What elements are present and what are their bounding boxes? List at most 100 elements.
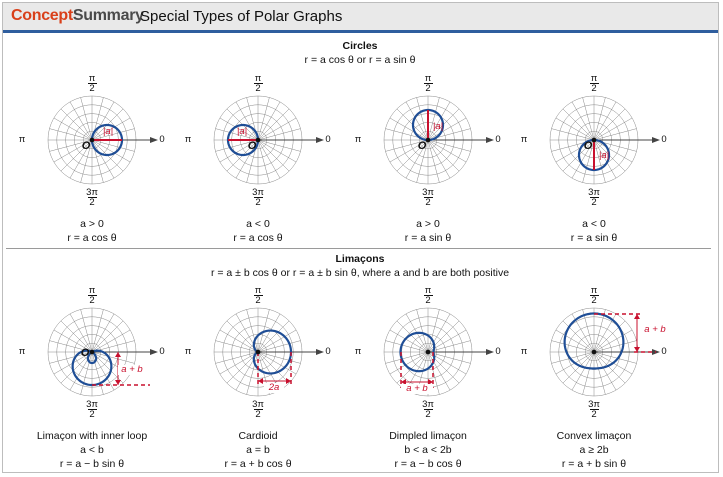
polar-graph bbox=[213, 95, 324, 185]
pole-dot bbox=[89, 349, 95, 355]
grid-spoke bbox=[582, 97, 595, 141]
grid-spoke bbox=[571, 139, 595, 179]
limacons-formula: r = a ± b cos θ or r = a ± b sin θ, wher… bbox=[210, 267, 510, 279]
radius-label: |a| bbox=[432, 121, 444, 132]
circle-4-label-3pi-over-2: 3π 2 bbox=[588, 187, 600, 208]
limacon-name: Dimpled limaçon bbox=[389, 430, 467, 442]
limacon-equation: r = a − b cos θ bbox=[394, 458, 462, 470]
limacon-2-label-zero: 0 bbox=[325, 346, 331, 357]
grid-spoke bbox=[571, 101, 595, 141]
radius-label: |a| bbox=[102, 126, 114, 137]
circle-3-label-origin: O bbox=[417, 140, 427, 152]
limacon-1-label-zero: 0 bbox=[159, 346, 165, 357]
circle-1-label-origin: O bbox=[81, 140, 91, 152]
grid-spoke bbox=[427, 139, 471, 152]
grid-spoke bbox=[246, 351, 259, 395]
pole-dot bbox=[255, 349, 261, 355]
dimension-label: 2a bbox=[264, 383, 284, 393]
axis-arrowhead bbox=[316, 137, 324, 143]
grid-spoke bbox=[593, 351, 626, 384]
limacon-name: Limaçon with inner loop bbox=[36, 430, 148, 442]
polar-graph bbox=[549, 307, 660, 397]
grid-spoke bbox=[91, 139, 131, 163]
grid-spoke bbox=[427, 313, 451, 353]
grid-spoke bbox=[49, 351, 93, 364]
grid-spoke bbox=[91, 320, 124, 353]
pole-dot bbox=[591, 137, 597, 143]
limacon-condition: a ≥ 2b bbox=[579, 444, 609, 456]
grid-spoke bbox=[385, 351, 429, 364]
grid-spoke bbox=[396, 320, 429, 353]
grid-spoke bbox=[257, 351, 301, 364]
grid-spoke bbox=[582, 139, 595, 183]
grid-spoke bbox=[246, 309, 259, 353]
grid-spoke bbox=[257, 97, 270, 141]
grid-spoke bbox=[416, 309, 429, 353]
grid-spoke bbox=[215, 351, 259, 364]
limacon-1-label-3pi-over-2: 3π 2 bbox=[86, 399, 98, 420]
grid-spoke bbox=[257, 139, 281, 179]
grid-spoke bbox=[53, 139, 93, 163]
limacon-equation: r = a + b cos θ bbox=[224, 458, 292, 470]
axis-arrowhead bbox=[652, 137, 660, 143]
grid-spoke bbox=[60, 108, 93, 141]
grid-spoke bbox=[571, 351, 595, 391]
pole-dot bbox=[591, 349, 597, 355]
grid-spoke bbox=[91, 139, 135, 152]
grid-spoke bbox=[551, 340, 595, 353]
grid-spoke bbox=[215, 128, 259, 141]
grid-spoke bbox=[80, 97, 93, 141]
grid-spoke bbox=[385, 340, 429, 353]
pole-dot bbox=[425, 137, 431, 143]
grid-spoke bbox=[226, 320, 259, 353]
grid-spoke bbox=[593, 340, 637, 353]
grid-spoke bbox=[385, 139, 429, 152]
grid-spoke bbox=[427, 139, 467, 163]
grid-spoke bbox=[405, 101, 429, 141]
limacon-4-label-zero: 0 bbox=[661, 346, 667, 357]
grid-spoke bbox=[235, 139, 259, 179]
circle-4-label-origin: O bbox=[583, 140, 593, 152]
grid-spoke bbox=[593, 128, 637, 141]
grid-spoke bbox=[257, 329, 297, 353]
grid-spoke bbox=[80, 309, 93, 353]
grid-spoke bbox=[91, 139, 115, 179]
circle-equation: r = a sin θ bbox=[404, 232, 452, 244]
circle-2-label-3pi-over-2: 3π 2 bbox=[252, 187, 264, 208]
radius-label: |a| bbox=[598, 150, 610, 161]
grid-spoke bbox=[80, 351, 93, 395]
grid-spoke bbox=[389, 139, 429, 163]
grid-spoke bbox=[60, 320, 93, 353]
grid-spoke bbox=[427, 309, 440, 353]
grid-spoke bbox=[257, 101, 281, 141]
grid-spoke bbox=[416, 97, 429, 141]
dimension-label: a + b bbox=[640, 325, 670, 335]
grid-spoke bbox=[49, 139, 93, 152]
grid-spoke bbox=[219, 117, 259, 141]
grid-spoke bbox=[257, 340, 301, 353]
grid-spoke bbox=[389, 351, 429, 375]
grid-spoke bbox=[257, 117, 297, 141]
pole-dot bbox=[255, 137, 261, 143]
grid-spoke bbox=[91, 309, 104, 353]
grid-spoke bbox=[91, 329, 131, 353]
grid-spoke bbox=[593, 351, 637, 364]
grid-spoke bbox=[427, 351, 451, 391]
limacon-condition: a < b bbox=[80, 444, 104, 456]
circle-condition: a > 0 bbox=[416, 218, 440, 230]
pole-dot bbox=[425, 349, 431, 355]
grid-spoke bbox=[396, 139, 429, 172]
limacon-condition: a = b bbox=[246, 444, 270, 456]
grid-spoke bbox=[257, 351, 290, 384]
grid-spoke bbox=[593, 117, 633, 141]
grid-spoke bbox=[562, 108, 595, 141]
grid-spoke bbox=[593, 351, 617, 391]
circle-condition: a < 0 bbox=[246, 218, 270, 230]
axis-arrowhead bbox=[150, 137, 158, 143]
grid-spoke bbox=[562, 351, 595, 384]
